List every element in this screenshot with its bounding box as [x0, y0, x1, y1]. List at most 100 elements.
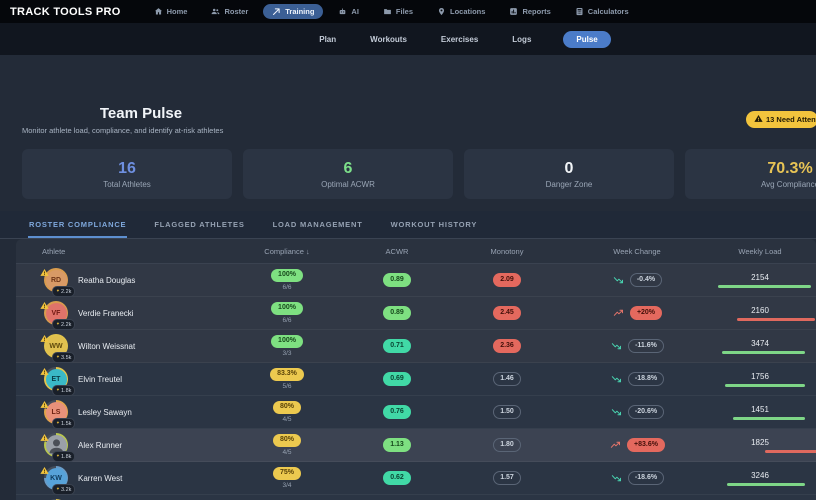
monotony-cell: 1.50	[452, 405, 562, 419]
compliance-ratio: 3/3	[282, 350, 291, 357]
athlete-cell: KW3.2kKarren West	[42, 466, 232, 490]
athlete-cell: LS1.5kLesley Sawayn	[42, 400, 232, 424]
column-header-athlete[interactable]: Athlete	[42, 247, 232, 256]
monotony-pill: 1.80	[493, 438, 521, 452]
stat-label: Total Athletes	[103, 180, 151, 189]
stat-label: Avg Compliance	[761, 180, 816, 189]
nav-item-reports[interactable]: Reports	[500, 4, 559, 19]
weekly-load-bar-track	[712, 384, 808, 387]
avatar: VF2.2k	[44, 301, 68, 325]
subnav-item-plan[interactable]: Plan	[317, 31, 338, 48]
trend-down-icon	[610, 473, 623, 483]
weekly-load-bar-track	[712, 351, 808, 354]
athlete-cell: RD2.2k Reatha Douglas	[42, 268, 232, 292]
load-badge: 2.2k	[52, 319, 75, 330]
nav-item-ai[interactable]: AI	[329, 4, 368, 19]
athlete-name: Reatha Douglas	[78, 276, 135, 285]
nav-item-locations[interactable]: Locations	[428, 4, 494, 19]
tab-flagged-athletes[interactable]: FLAGGED ATHLETES	[153, 211, 245, 238]
nav-item-label: Home	[167, 7, 188, 16]
table-row[interactable]: WW3.5kWilton Weissnat100%3/30.712.36-11.…	[16, 330, 816, 363]
stat-value: 6	[344, 160, 353, 178]
nav-item-roster[interactable]: Roster	[202, 4, 257, 19]
compliance-pill: 100%	[271, 335, 303, 348]
acwr-pill: 0.71	[383, 339, 411, 352]
tab-workout-history[interactable]: WORKOUT HISTORY	[390, 211, 479, 238]
column-header-weekly-load[interactable]: Weekly Load	[712, 247, 808, 256]
nav-item-files[interactable]: Files	[374, 4, 422, 19]
acwr-cell: 0.76	[342, 405, 452, 418]
compliance-ratio: 4/5	[282, 416, 291, 423]
table-row[interactable]: ET1.8kElvin Treutel83.3%5/60.691.46-18.8…	[16, 363, 816, 396]
athlete-cell: WW3.5kWilton Weissnat	[42, 334, 232, 358]
warning-icon	[40, 264, 49, 273]
bolt-icon	[56, 354, 60, 361]
acwr-cell: 0.89	[342, 273, 452, 286]
load-badge: 3.5k	[52, 352, 75, 363]
column-header-week-change[interactable]: Week Change	[562, 247, 712, 256]
compliance-cell: 100% 3/3	[232, 335, 342, 357]
column-header-compliance[interactable]: Compliance ↓	[232, 247, 342, 256]
page-header: Team Pulse Monitor athlete load, complia…	[22, 105, 260, 135]
weekly-load-cell: 1451	[712, 405, 808, 420]
load-badge-value: 3.2k	[61, 487, 71, 493]
athlete-name: Elvin Treutel	[78, 375, 122, 384]
table-row[interactable]: KW3.2kKarren West75%3/40.621.57-18.6%324…	[16, 462, 816, 495]
nav-item-home[interactable]: Home	[145, 4, 197, 19]
subnav-item-pulse[interactable]: Pulse	[563, 31, 610, 48]
warning-icon	[40, 495, 49, 500]
acwr-cell: 1.13	[342, 438, 452, 451]
week-change-cell: -0.4%	[562, 273, 712, 287]
compliance-ratio: 6/6	[282, 317, 291, 324]
table-row[interactable]	[16, 495, 816, 500]
load-badge: 1.8k	[52, 451, 75, 462]
nav-item-label: AI	[351, 7, 359, 16]
week-change-pill: -20.6%	[628, 405, 664, 419]
monotony-pill: 1.57	[493, 471, 521, 485]
calculators-icon	[575, 7, 584, 16]
attention-badge-label: 13 Need Attention	[766, 115, 816, 124]
bolt-icon	[56, 420, 60, 427]
subnav-item-exercises[interactable]: Exercises	[439, 31, 480, 48]
table-row[interactable]: LS1.5kLesley Sawayn80%4/50.761.50-20.6%1…	[16, 396, 816, 429]
tab-load-management[interactable]: LOAD MANAGEMENT	[272, 211, 364, 238]
column-header-acwr[interactable]: ACWR	[342, 247, 452, 256]
acwr-pill: 0.69	[383, 372, 411, 385]
column-header-monotony[interactable]: Monotony	[452, 247, 562, 256]
table-row[interactable]: RD2.2kReatha Douglas100%6/60.892.09-0.4%…	[16, 264, 816, 297]
avatar: RD2.2k	[44, 268, 68, 292]
acwr-pill: 0.76	[383, 405, 411, 418]
compliance-pill: 75%	[273, 467, 301, 480]
attention-badge[interactable]: 13 Need Attention	[746, 111, 816, 128]
table-row[interactable]: VF2.2kVerdie Franecki100%6/60.892.45+20%…	[16, 297, 816, 330]
stat-value: 16	[118, 160, 136, 178]
monotony-cell: 1.57	[452, 471, 562, 485]
weekly-load-bar	[718, 285, 811, 288]
compliance-cell: 80%4/5	[232, 434, 342, 456]
compliance-pill: 100%	[271, 302, 303, 315]
compliance-cell: 100% 6/6	[232, 302, 342, 324]
weekly-load-bar-track	[712, 483, 808, 486]
nav-item-training[interactable]: Training	[263, 4, 323, 19]
weekly-load-bar	[765, 450, 816, 453]
load-badge-value: 2.2k	[61, 289, 71, 295]
trend-up-icon	[609, 440, 622, 450]
bolt-icon	[56, 453, 60, 460]
weekly-load-value: 3246	[751, 471, 769, 480]
nav-item-label: Locations	[450, 7, 485, 16]
compliance-cell: 100%6/6	[232, 269, 342, 291]
week-change-cell: +20%	[562, 306, 712, 319]
trend-down-icon	[612, 275, 625, 285]
week-change-pill: -11.6%	[628, 339, 664, 353]
table-row[interactable]: 1.8kAlex Runner80%4/51.131.80+83.6%1825	[16, 429, 816, 462]
weekly-load-bar	[727, 483, 805, 486]
nav-item-label: Roster	[224, 7, 248, 16]
nav-item-calculators[interactable]: Calculators	[566, 4, 638, 19]
subnav-item-workouts[interactable]: Workouts	[368, 31, 409, 48]
bolt-icon	[56, 321, 60, 328]
subnav-item-logs[interactable]: Logs	[510, 31, 533, 48]
tab-roster-compliance[interactable]: ROSTER COMPLIANCE	[28, 211, 127, 238]
nav-item-label: Calculators	[588, 7, 629, 16]
load-badge: 1.5k	[52, 418, 75, 429]
warning-icon	[40, 363, 49, 372]
